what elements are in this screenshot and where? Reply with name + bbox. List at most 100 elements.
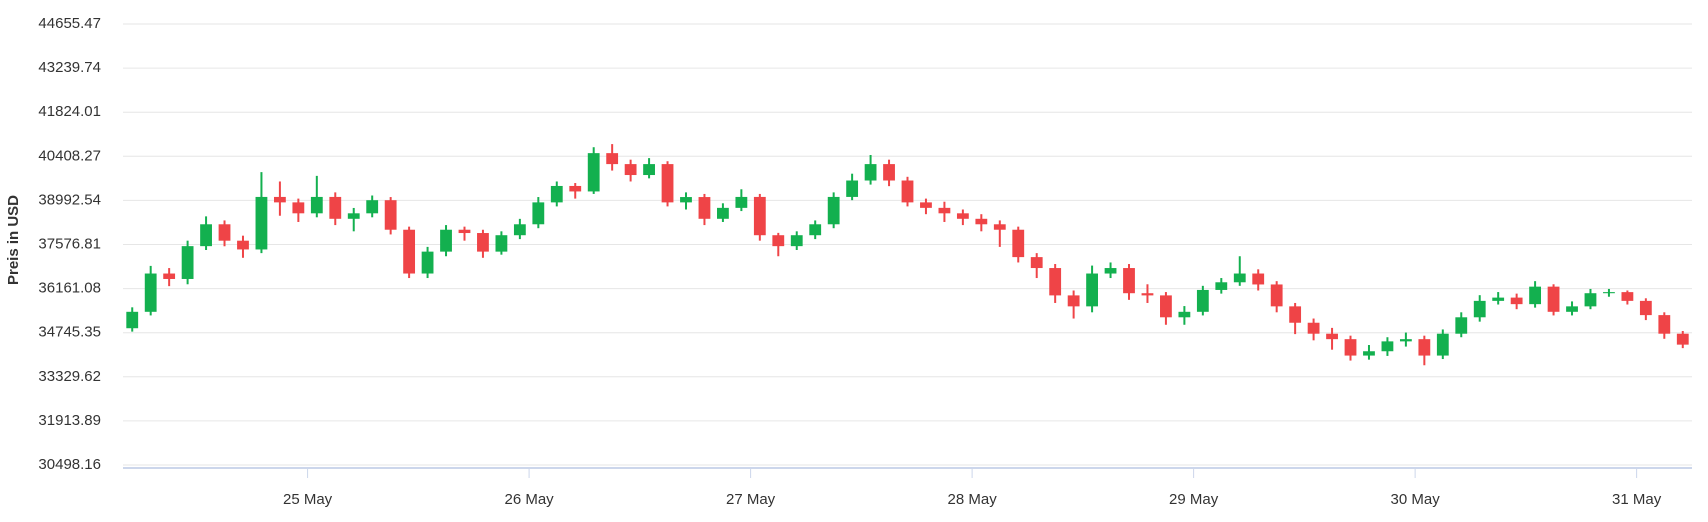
candle-body [661,164,674,203]
candle-body [975,218,988,225]
candle-body [1067,295,1080,307]
candle-body [643,164,655,176]
y-tick-label: 38992.54 [38,191,101,208]
candle-body [1584,293,1597,307]
candle-body [200,224,212,247]
candle-body [1307,322,1320,334]
candle-body [753,196,766,236]
candle-body [1141,293,1154,296]
candle-body [329,196,342,219]
candle-body [237,240,249,250]
candle-body [956,213,969,219]
candle-body [569,185,582,192]
candle-body [181,246,194,279]
candle-body [1233,273,1246,283]
candle-body [1012,229,1025,258]
candle-body [1639,300,1652,316]
candle-body [1215,282,1228,290]
x-tick-label: 29 May [1169,491,1219,508]
y-tick-label: 44655.47 [38,15,101,32]
candle-body [1473,300,1486,318]
candle-body [938,207,951,214]
candle-body [901,180,914,203]
candle-body [1455,317,1468,334]
candle-body [1676,333,1689,345]
candle-body [1326,333,1338,340]
x-tick-label: 26 May [504,491,554,508]
candle-body [993,224,1006,230]
x-tick-label: 30 May [1391,491,1441,508]
candle-body [680,197,692,203]
candle-body [1529,286,1542,305]
candle-body [495,235,508,252]
candle-body [421,251,434,274]
candle-body [1252,273,1265,285]
candle-body [513,224,526,236]
candle-body [883,164,895,181]
candle-body [1658,315,1671,334]
candle-body [366,200,379,214]
x-tick-label: 31 May [1612,491,1662,508]
candle-body [735,196,748,208]
candle-body [403,229,416,274]
candle-body [1510,297,1523,305]
y-tick-label: 43239.74 [38,59,101,76]
candle-body [1289,306,1302,323]
y-tick-label: 31913.89 [38,412,101,429]
candle-body [864,164,877,181]
candle-body [1270,284,1283,307]
candle-body [1603,292,1615,294]
candle-body [255,196,268,250]
candle-body [1418,339,1431,356]
candle-body [1049,268,1062,296]
candle-body [587,153,600,192]
candle-body [1160,295,1172,318]
candle-body [310,196,323,214]
candle-body [1492,297,1505,301]
y-tick-label: 41824.01 [38,103,101,120]
candle-body [1363,351,1375,356]
y-tick-label: 36161.08 [38,280,101,297]
candle-body [440,229,452,252]
candle-body [920,202,932,208]
candle-body [809,224,822,236]
candle-body [1436,333,1449,356]
candle-body [717,207,729,219]
candle-body [1566,306,1578,312]
y-tick-label: 34745.35 [38,324,101,341]
y-tick-label: 30498.16 [38,456,101,473]
candle-body [144,273,157,312]
candle-body [790,235,803,247]
candle-body [606,153,619,165]
candle-body [1344,339,1357,356]
candle-body [624,164,637,176]
candle-body [846,180,859,197]
candle-body [1123,268,1135,294]
y-tick-label: 40408.27 [38,147,101,164]
candle-body [273,196,286,203]
candle-body [218,224,231,241]
candle-body [1399,339,1412,342]
candle-body [772,235,785,247]
candle-body [477,233,489,252]
x-tick-label: 27 May [726,491,776,508]
candle-body [550,185,563,203]
y-axis-title: Preis in USD [5,195,22,285]
candle-body [1086,273,1098,307]
candle-body [347,213,360,219]
candle-body [1030,257,1043,269]
candle-body [292,202,305,214]
candle-body [532,202,545,225]
candle-body [126,311,139,329]
y-tick-label: 33329.62 [38,368,101,385]
candle-body [1178,311,1191,318]
candle-body [1104,268,1117,274]
x-tick-label: 28 May [948,491,998,508]
candle-body [458,229,471,234]
candle-body [1381,341,1394,352]
candle-body [163,273,176,279]
candle-body [1196,289,1209,312]
candle-body [698,197,711,219]
candle-body [1621,292,1634,301]
